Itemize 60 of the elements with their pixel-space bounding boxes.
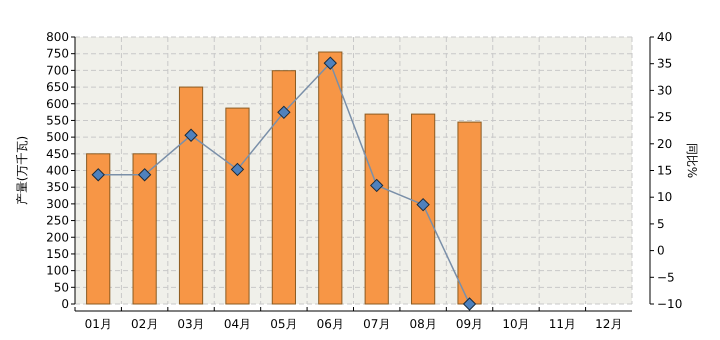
point (370, 178, 384, 192)
y-tick-label: 250 (46, 214, 69, 228)
x-tick-label: 03月 (177, 317, 205, 331)
x-tick-label: 01月 (84, 317, 112, 331)
bar (364, 114, 389, 304)
point (138, 168, 152, 182)
y-tick-label: 700 (46, 63, 69, 78)
y-tick-label: 800 (46, 30, 69, 44)
y-tick-label: 150 (46, 246, 69, 261)
x-tick-label: 12月 (595, 317, 622, 331)
y2-tick-label: 0 (657, 244, 665, 258)
bar (178, 86, 204, 304)
y2-tick-label: 15 (657, 164, 672, 178)
point (416, 198, 430, 212)
bar (225, 108, 250, 304)
x-tick-label: 06月 (316, 317, 344, 331)
y-tick-label: 100 (46, 264, 69, 278)
bar (411, 114, 436, 304)
point (230, 162, 244, 176)
y-tick-label: 400 (46, 164, 69, 178)
x-tick-label: 10月 (502, 317, 530, 331)
x-tick-label: 08月 (409, 317, 437, 331)
point (277, 106, 290, 119)
y-tick-label: 450 (46, 146, 69, 161)
y2-tick-label: 10 (657, 190, 672, 204)
y2-axis-title: 同比% (685, 142, 699, 178)
bar (318, 52, 342, 304)
x-tick-label: 04月 (224, 317, 252, 331)
y-tick-label: 300 (46, 196, 69, 211)
point (324, 56, 337, 70)
x-tick-label: 02月 (130, 317, 158, 331)
point (184, 128, 198, 142)
y-tick-label: 550 (46, 113, 69, 128)
bar (86, 153, 110, 304)
x-tick-label: 09月 (456, 317, 484, 331)
y2-tick-label: 25 (657, 110, 672, 124)
point (463, 298, 476, 310)
y-tick-label: 600 (46, 96, 69, 111)
y-tick-label: 750 (46, 46, 69, 61)
point (92, 168, 105, 182)
y2-tick-label: 5 (657, 216, 665, 231)
y2-tick-label: 30 (657, 83, 672, 98)
x-tick-label: 11月 (548, 317, 576, 331)
bar (272, 70, 296, 304)
y2-tick-label: −10 (657, 297, 682, 311)
y-tick-label: 350 (46, 180, 69, 194)
bar (132, 153, 157, 304)
y2-tick-label: 40 (657, 30, 672, 44)
x-tick-label: 07月 (363, 317, 390, 331)
y2-tick-label: −5 (657, 270, 675, 284)
y-tick-label: 650 (46, 80, 69, 94)
y-tick-label: 200 (46, 230, 69, 244)
x-tick-label: 05月 (270, 317, 298, 331)
y-tick-label: 50 (54, 280, 69, 294)
y2-tick-label: 20 (657, 136, 672, 151)
y2-tick-label: 35 (657, 56, 672, 71)
y-tick-label: 0 (61, 297, 69, 311)
y-tick-label: 500 (46, 130, 69, 144)
y-axis-title: 产量(万千瓦) (15, 136, 29, 206)
bar (457, 122, 482, 304)
